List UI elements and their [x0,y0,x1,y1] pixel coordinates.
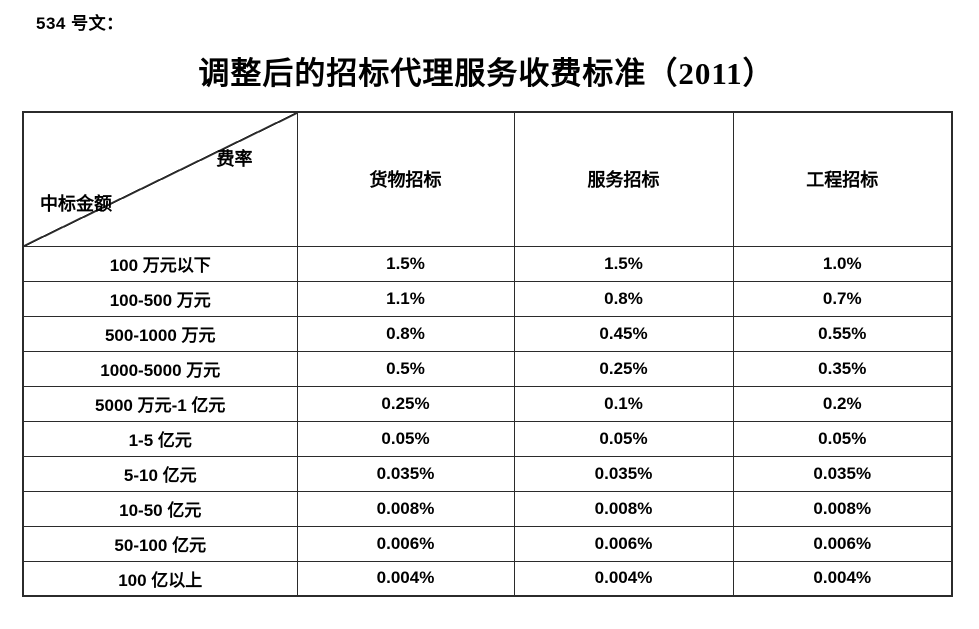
table-row: 500-1000 万元 0.8% 0.45% 0.55% [22,315,953,352]
table-row: 100-500 万元 1.1% 0.8% 0.7% [22,280,953,317]
goods-rate-cell: 0.006% [296,525,515,562]
goods-rate-cell: 0.008% [296,490,515,527]
table-row: 100 万元以下 1.5% 1.5% 1.0% [22,245,953,282]
engineering-rate-cell: 0.7% [732,280,953,317]
engineering-rate-cell: 0.2% [732,385,953,422]
goods-rate-cell: 1.5% [296,245,515,282]
page-title: 调整后的招标代理服务收费标准（2011） [198,56,775,91]
engineering-rate-cell: 0.004% [732,560,953,597]
goods-rate-cell: 0.8% [296,315,515,352]
engineering-rate-cell: 0.55% [732,315,953,352]
table-row: 100 亿以上 0.004% 0.004% 0.004% [22,560,953,597]
fee-rate-table: 费率 中标金额 货物招标 服务招标 工程招标 100 万元以下 1.5% 1.5… [22,111,953,597]
service-rate-cell: 0.004% [513,560,734,597]
amount-cell: 1-5 亿元 [22,420,298,457]
amount-cell: 5000 万元-1 亿元 [22,385,298,422]
amount-cell: 100-500 万元 [22,280,298,317]
amount-cell: 50-100 亿元 [22,525,298,562]
goods-rate-cell: 0.25% [296,385,515,422]
table-row: 50-100 亿元 0.006% 0.006% 0.006% [22,525,953,562]
amount-cell: 100 万元以下 [22,245,298,282]
engineering-rate-cell: 1.0% [732,245,953,282]
column-header-service: 服务招标 [513,111,734,247]
goods-rate-cell: 0.05% [296,420,515,457]
corner-label-rate: 费率 [216,149,253,169]
amount-cell: 5-10 亿元 [22,455,298,492]
service-rate-cell: 0.1% [513,385,734,422]
service-rate-cell: 0.8% [513,280,734,317]
goods-rate-cell: 0.035% [296,455,515,492]
table-row: 1-5 亿元 0.05% 0.05% 0.05% [22,420,953,457]
service-rate-cell: 0.45% [513,315,734,352]
goods-rate-cell: 0.5% [296,350,515,387]
table-row: 5-10 亿元 0.035% 0.035% 0.035% [22,455,953,492]
column-header-goods: 货物招标 [296,111,515,247]
engineering-rate-cell: 0.008% [732,490,953,527]
table-row: 5000 万元-1 亿元 0.25% 0.1% 0.2% [22,385,953,422]
amount-cell: 500-1000 万元 [22,315,298,352]
doc-number-label: 534 号文： [36,14,124,33]
engineering-rate-cell: 0.006% [732,525,953,562]
amount-cell: 1000-5000 万元 [22,350,298,387]
service-rate-cell: 0.05% [513,420,734,457]
table-row: 10-50 亿元 0.008% 0.008% 0.008% [22,490,953,527]
engineering-rate-cell: 0.05% [732,420,953,457]
service-rate-cell: 0.25% [513,350,734,387]
goods-rate-cell: 0.004% [296,560,515,597]
table-row: 1000-5000 万元 0.5% 0.25% 0.35% [22,350,953,387]
table-header-row: 费率 中标金额 货物招标 服务招标 工程招标 [22,111,953,247]
corner-label-amount: 中标金额 [40,193,112,214]
service-rate-cell: 0.035% [513,455,734,492]
engineering-rate-cell: 0.035% [732,455,953,492]
service-rate-cell: 0.008% [513,490,734,527]
column-header-engineering: 工程招标 [732,111,953,247]
service-rate-cell: 1.5% [513,245,734,282]
engineering-rate-cell: 0.35% [732,350,953,387]
goods-rate-cell: 1.1% [296,280,515,317]
amount-cell: 100 亿以上 [22,560,298,597]
diagonal-corner-cell: 费率 中标金额 [22,111,298,247]
service-rate-cell: 0.006% [513,525,734,562]
amount-cell: 10-50 亿元 [22,490,298,527]
